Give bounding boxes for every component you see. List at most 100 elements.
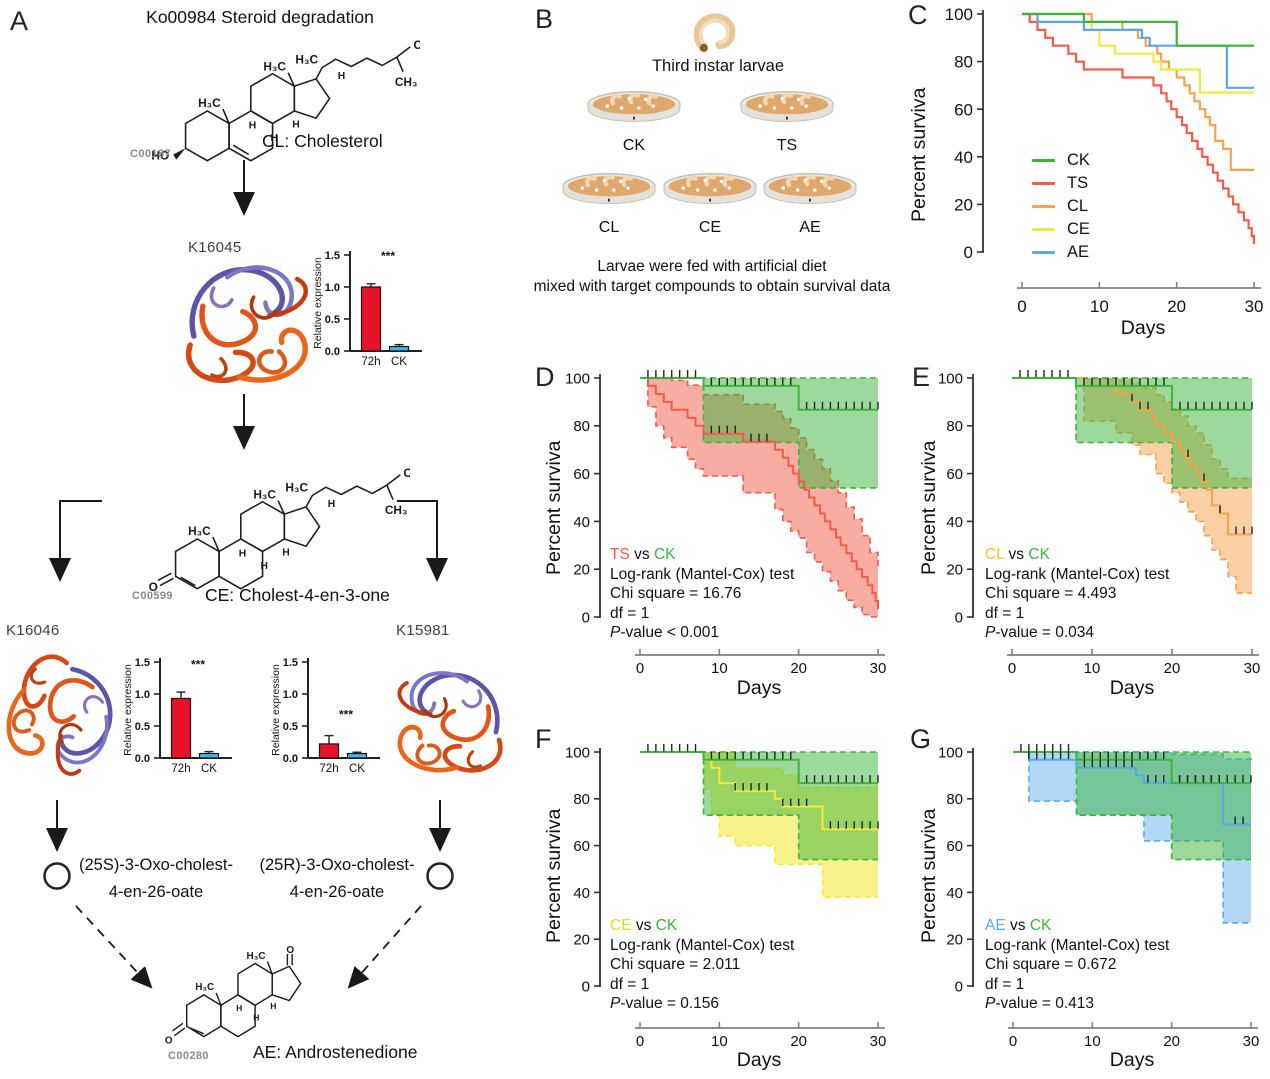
- svg-text:80: 80: [946, 418, 963, 435]
- caption-cholesterol: CL: Cholesterol: [262, 131, 383, 151]
- intermediate-25r: (25R)-3-Oxo-cholest- 4-en-26-oate: [247, 852, 427, 906]
- atom-label: CH₃: [395, 75, 418, 89]
- svg-text:30: 30: [870, 1033, 887, 1050]
- svg-text:0: 0: [1008, 660, 1016, 677]
- svg-text:20: 20: [1163, 1033, 1180, 1050]
- legend-swatch-ce: [1032, 228, 1055, 231]
- svg-text:Days: Days: [737, 677, 782, 698]
- panel-f-stats: CE vs CK Log-rank (Mantel-Cox) test Chi …: [610, 916, 794, 1014]
- panel-g-stats: AE vs CK Log-rank (Mantel-Cox) test Chi …: [985, 916, 1169, 1014]
- atom-label: CH₃: [403, 466, 410, 480]
- comparison-line: CE vs CK: [610, 916, 794, 936]
- panel-d-stats: TS vs CK Log-rank (Mantel-Cox) test Chi …: [610, 545, 794, 643]
- svg-text:20: 20: [573, 562, 590, 579]
- svg-text:10: 10: [1084, 1033, 1101, 1050]
- comparison-vs: vs: [629, 546, 654, 563]
- p-rest: -value = 0.034: [995, 624, 1095, 641]
- atom-label: H: [338, 71, 345, 82]
- svg-text:Days: Days: [737, 1049, 782, 1071]
- panel-label-a: A: [10, 6, 29, 36]
- panel-e-stats: CL vs CK Log-rank (Mantel-Cox) test Chi …: [985, 545, 1169, 643]
- svg-text:20: 20: [573, 932, 590, 949]
- svg-text:80: 80: [946, 791, 963, 808]
- atom-label: HO: [151, 149, 169, 163]
- p-rest: -value < 0.001: [620, 624, 720, 641]
- stats-pvalue: P-value = 0.156: [610, 994, 794, 1014]
- comparison-left: TS: [610, 546, 630, 563]
- svg-text:0: 0: [955, 609, 963, 626]
- svg-text:***: ***: [381, 249, 395, 263]
- svg-text:20: 20: [1164, 660, 1181, 677]
- survival-chart-e: 0 20 40 60 80 100 0 10 20 30 Days: [938, 370, 1261, 698]
- svg-text:0: 0: [1009, 1033, 1017, 1050]
- svg-text:0: 0: [636, 660, 644, 677]
- enzyme-label-k16046: K16046: [6, 622, 60, 639]
- stats-test: Log-rank (Mantel-Cox) test: [985, 565, 1170, 583]
- atom-label: H₃C: [247, 951, 266, 962]
- p-symbol: P: [610, 995, 621, 1012]
- svg-text:0.0: 0.0: [325, 346, 340, 358]
- panel-c-legend: CK TS CL CE AE: [1032, 149, 1090, 264]
- atom-label: H₃C: [188, 524, 211, 538]
- stats-df: df = 1: [610, 975, 650, 993]
- svg-text:72h: 72h: [361, 356, 380, 368]
- svg-text:1.0: 1.0: [283, 689, 298, 701]
- svg-text:CK: CK: [391, 356, 407, 368]
- svg-text:30: 30: [1245, 297, 1264, 316]
- svg-text:72h: 72h: [171, 763, 190, 775]
- survival-chart-f: 0 20 40 60 80 100 0 10 20 30 Days: [565, 744, 887, 1071]
- comparison-vs: vs: [1005, 917, 1030, 934]
- svg-text:0: 0: [964, 243, 973, 262]
- atom-label: H: [249, 121, 256, 132]
- svg-text:40: 40: [954, 148, 973, 167]
- svg-text:40: 40: [573, 885, 590, 902]
- stats-test: Log-rank (Mantel-Cox) test: [610, 565, 795, 583]
- atom-label: H₃C: [285, 480, 308, 494]
- svg-text:Relative expression: Relative expression: [122, 664, 134, 756]
- svg-text:CK: CK: [349, 763, 365, 775]
- atom-label: H₃C: [263, 60, 286, 74]
- comparison-left: CL: [985, 546, 1005, 563]
- survival-chart-d: 0 20 40 60 80 100 0 10 20 30 Days: [565, 370, 886, 698]
- svg-text:60: 60: [946, 838, 963, 855]
- p-symbol: P: [610, 624, 621, 641]
- p-symbol: P: [985, 624, 996, 641]
- atom-label: H: [270, 1001, 276, 1011]
- svg-text:60: 60: [573, 466, 590, 483]
- atom-label: H: [271, 133, 278, 144]
- atom-label: H₃C: [198, 96, 221, 110]
- atom-label: H: [261, 561, 268, 572]
- intermediate-25r-line2: 4-en-26-oate: [289, 883, 385, 901]
- svg-text:80: 80: [573, 418, 590, 435]
- svg-text:***: ***: [191, 657, 205, 671]
- reaction-circle-left: [43, 862, 71, 890]
- panel-label-e: E: [912, 362, 931, 392]
- svg-text:100: 100: [565, 744, 590, 761]
- legend-label-ts: TS: [1067, 174, 1089, 192]
- petri-dish-ck: [586, 86, 682, 132]
- svg-text:80: 80: [954, 53, 973, 72]
- panel-a-title: Ko00984 Steroid degradation: [146, 7, 374, 27]
- intermediate-25s: (25S)-3-Oxo-cholest- 4-en-26-oate: [66, 852, 246, 906]
- panel-label-b: B: [535, 4, 554, 34]
- protein-structure-k16046: [0, 638, 125, 798]
- svg-text:1.5: 1.5: [135, 657, 150, 669]
- svg-text:0.5: 0.5: [325, 314, 340, 326]
- svg-text:0.5: 0.5: [135, 721, 150, 733]
- caption-androstenedione: AE: Androstenedione: [253, 1042, 418, 1062]
- svg-text:30: 30: [1244, 660, 1261, 677]
- svg-text:20: 20: [946, 932, 963, 949]
- atom-label: CH₃: [413, 38, 420, 52]
- legend-label-ck: CK: [1067, 151, 1090, 169]
- atom-label: H₃C: [295, 52, 318, 66]
- svg-text:10: 10: [711, 1033, 728, 1050]
- larva-icon: [693, 13, 736, 53]
- svg-text:0: 0: [582, 978, 590, 995]
- comparison-line: CL vs CK: [985, 545, 1169, 565]
- svg-text:60: 60: [954, 100, 973, 119]
- stats-pvalue: P-value = 0.034: [985, 623, 1169, 643]
- svg-text:20: 20: [790, 1033, 807, 1050]
- svg-text:30: 30: [1243, 1033, 1260, 1050]
- pathway-arrows: [43, 160, 454, 989]
